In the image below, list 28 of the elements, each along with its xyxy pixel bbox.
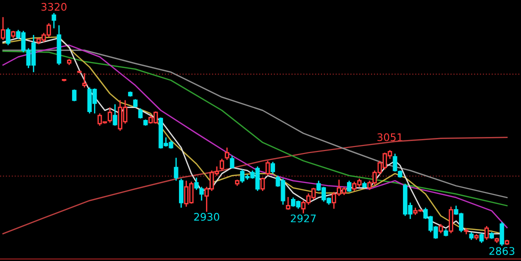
candlestick	[0, 16, 6, 41]
candlestick	[6, 27, 10, 46]
candlestick	[484, 225, 489, 240]
candlestick	[448, 206, 454, 234]
candlestick	[52, 12, 56, 29]
candlestick	[479, 232, 484, 244]
candlestick	[230, 155, 234, 170]
candlestick	[438, 223, 444, 234]
annotation: 3320	[41, 2, 66, 11]
candlestick	[346, 180, 352, 193]
candlestick	[108, 106, 112, 124]
candlestick	[224, 146, 230, 160]
annotation: 2927	[290, 214, 316, 222]
candlestick	[286, 196, 290, 210]
annotation: 3051	[377, 133, 402, 142]
candlestick	[266, 160, 270, 176]
candlestick	[178, 178, 184, 208]
candlestick	[112, 104, 118, 126]
annotation: 2863	[489, 247, 514, 255]
candlestick	[500, 221, 504, 247]
candlestick	[270, 161, 276, 174]
candlestick	[82, 72, 87, 88]
candlestick	[260, 177, 265, 192]
annotation: 2930	[194, 212, 220, 221]
candlestick	[220, 158, 224, 172]
candlestick	[392, 153, 398, 172]
candlestick	[174, 157, 178, 182]
candlestick	[138, 108, 143, 120]
